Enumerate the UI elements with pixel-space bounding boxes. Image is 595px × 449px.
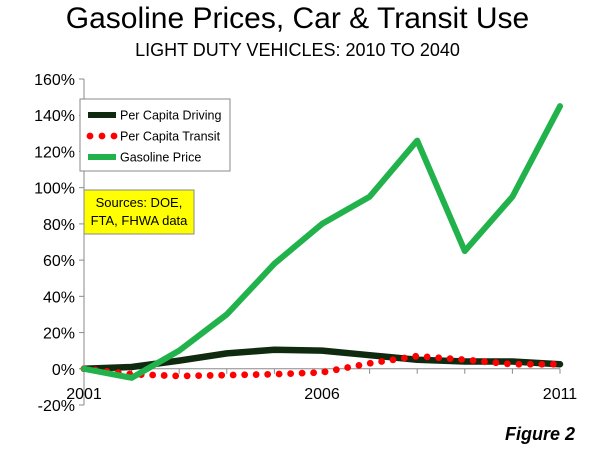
- per-capita-transit-dot: [252, 371, 260, 378]
- per-capita-transit-dot: [149, 371, 157, 379]
- per-capita-transit-dot: [298, 369, 306, 377]
- per-capita-transit-dot: [229, 371, 237, 379]
- per-capita-transit-dot: [481, 358, 488, 365]
- per-capita-transit-dot: [503, 360, 511, 368]
- per-capita-transit-dot: [206, 372, 214, 379]
- per-capita-transit-dot: [435, 354, 443, 362]
- y-tick-label: 0%: [52, 362, 75, 379]
- gasoline-price-line: [81, 103, 563, 381]
- per-capita-transit-dot: [469, 357, 477, 364]
- per-capita-transit-dot: [400, 354, 408, 362]
- x-tick-label: 2011: [543, 386, 578, 403]
- y-tick-label: 160%: [34, 72, 75, 89]
- per-capita-transit-dot: [218, 371, 226, 379]
- per-capita-transit-dot: [549, 360, 557, 368]
- per-capita-transit-dot: [287, 370, 295, 377]
- annotation-text: Sources: DOE,: [96, 195, 183, 210]
- per-capita-transit-dot: [355, 361, 363, 369]
- per-capita-transit-dot: [538, 360, 546, 368]
- per-capita-transit-dot: [183, 372, 191, 380]
- per-capita-transit-dot: [526, 360, 534, 368]
- y-tick-label: 120%: [34, 144, 75, 161]
- per-capita-transit-dot: [366, 359, 374, 367]
- figure-label: Figure 2: [505, 424, 576, 444]
- per-capita-transit-dot: [344, 364, 352, 371]
- y-tick-labels: -20% 0% 20% 40% 60% 80% 100% 120% 140% 160%: [34, 72, 75, 415]
- x-tick-label: 2001: [66, 386, 102, 403]
- legend: Per Capita Driving Per Capita Transit Gaso…: [79, 98, 231, 172]
- legend-swatch-per-capita-transit: [86, 132, 94, 140]
- per-capita-transit-dot: [492, 359, 500, 367]
- per-capita-transit-dot: [412, 352, 420, 360]
- y-tick-label: 60%: [43, 253, 75, 270]
- legend-swatch-per-capita-transit: [110, 132, 118, 140]
- series-layer: [80, 103, 564, 381]
- per-capita-transit-dot: [275, 370, 283, 378]
- chart-title: Gasoline Prices, Car & Transit Use: [65, 2, 530, 35]
- per-capita-transit-dot: [160, 372, 168, 379]
- per-capita-transit-dot: [310, 369, 318, 377]
- legend-label-per-capita-transit: Per Capita Transit: [120, 130, 221, 144]
- y-tick-label: -20%: [38, 398, 75, 415]
- y-tick-label: 100%: [34, 181, 75, 198]
- x-tick-label: 2006: [304, 386, 340, 403]
- per-capita-transit-dot: [195, 372, 203, 380]
- per-capita-transit-dot: [321, 368, 329, 376]
- per-capita-transit-dot: [389, 356, 397, 364]
- legend-label-per-capita-driving: Per Capita Driving: [120, 109, 221, 123]
- y-tick-label: 20%: [43, 326, 75, 343]
- x-tick-labels: 2001 2006 2011: [66, 386, 577, 403]
- per-capita-transit-dot: [172, 372, 180, 380]
- annotation-box: [83, 189, 195, 235]
- per-capita-transit-dot: [423, 353, 431, 361]
- per-capita-transit-dot: [332, 366, 340, 374]
- y-tick-label: 80%: [43, 217, 75, 234]
- legend-label-gasoline-price: Gasoline Price: [120, 151, 201, 165]
- per-capita-transit-dot: [446, 355, 454, 363]
- chart-subtitle: LIGHT DUTY VEHICLES: 2010 TO 2040: [135, 40, 460, 60]
- source-annotation: Sources: DOE, FTA, FHWA data: [83, 189, 195, 235]
- per-capita-transit-dot: [515, 360, 523, 368]
- annotation-text: FTA, FHWA data: [91, 213, 189, 228]
- per-capita-transit-dot: [458, 356, 465, 363]
- per-capita-transit-dot: [241, 371, 249, 379]
- y-tick-label: 140%: [34, 108, 75, 125]
- per-capita-transit-dot: [264, 370, 272, 378]
- legend-swatch-per-capita-transit: [98, 132, 106, 140]
- per-capita-transit-dot: [378, 358, 386, 365]
- y-tick-label: 40%: [43, 289, 75, 306]
